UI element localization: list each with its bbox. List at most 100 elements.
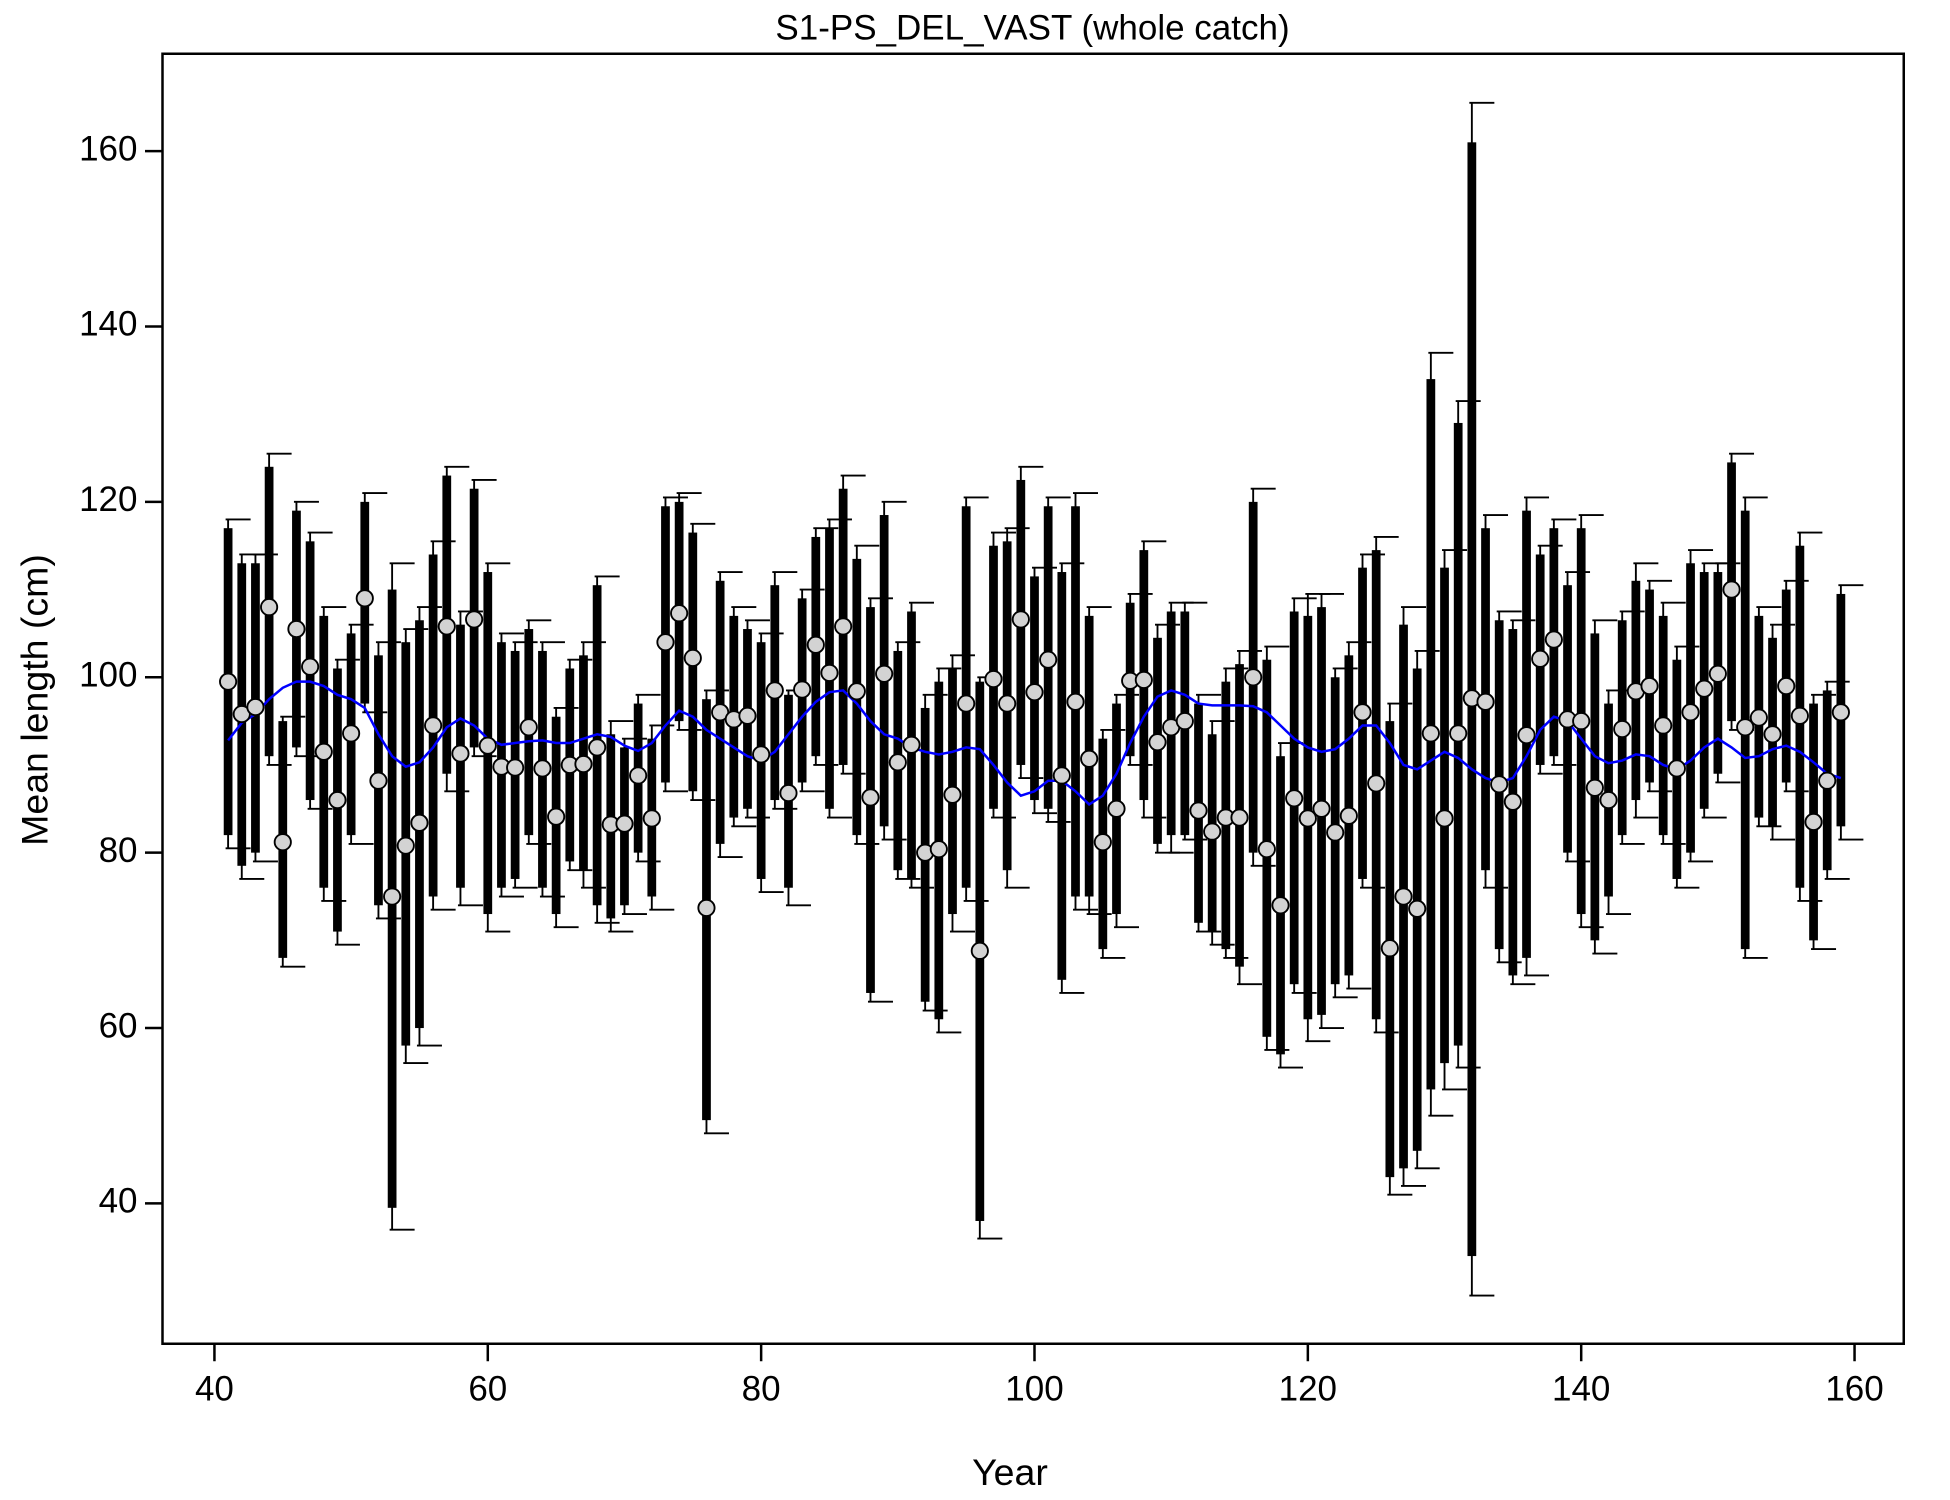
x-tick-label: 80 <box>742 1370 781 1409</box>
mean-point <box>1585 778 1604 797</box>
mean-point <box>752 745 771 764</box>
mean-point <box>383 887 402 906</box>
mean-point <box>670 604 689 623</box>
mean-point <box>943 785 962 804</box>
mean-point <box>328 790 347 810</box>
mean-point <box>1640 676 1659 696</box>
mean-point <box>1517 726 1536 745</box>
mean-point <box>1339 806 1358 825</box>
mean-point <box>656 633 675 652</box>
mean-point <box>806 635 825 654</box>
mean-point <box>1613 719 1632 739</box>
mean-point <box>1257 840 1276 859</box>
mean-point <box>1818 771 1837 790</box>
mean-point <box>437 617 456 636</box>
y-tick-label: 80 <box>99 831 138 870</box>
mean-point <box>1080 749 1099 768</box>
mean-point <box>1408 899 1427 918</box>
y-tick-label: 40 <box>99 1182 138 1221</box>
mean-point <box>1667 759 1686 778</box>
x-tick-label: 140 <box>1552 1370 1610 1409</box>
mean-point <box>547 807 566 826</box>
mean-point <box>588 738 607 757</box>
x-tick-label: 100 <box>1005 1370 1063 1409</box>
mean-point <box>998 694 1017 713</box>
mean-point <box>260 598 279 617</box>
mean-point <box>902 735 921 754</box>
mean-point <box>1011 610 1030 629</box>
mean-point <box>478 736 497 755</box>
mean-point <box>1353 703 1372 722</box>
mean-point <box>519 718 538 737</box>
mean-point <box>1531 649 1550 668</box>
mean-point <box>888 753 907 772</box>
y-tick-label: 100 <box>79 656 137 695</box>
mean-point <box>834 617 853 636</box>
chart-title: S1-PS_DEL_VAST (whole catch) <box>775 8 1289 47</box>
x-tick-label: 160 <box>1825 1370 1883 1409</box>
mean-point <box>1244 668 1263 687</box>
mean-point <box>1203 822 1222 841</box>
mean-point <box>1503 792 1522 811</box>
mean-point <box>465 610 484 629</box>
mean-point <box>1380 939 1399 958</box>
mean-point <box>1804 812 1823 832</box>
mean-point <box>396 836 415 855</box>
mean-point <box>1285 789 1304 808</box>
mean-point <box>219 672 238 691</box>
mean-point <box>615 814 634 833</box>
mean-point <box>451 744 470 763</box>
y-tick-label: 120 <box>79 480 137 519</box>
mean-point <box>246 698 265 717</box>
mean-point <box>1093 833 1112 852</box>
x-tick-label: 60 <box>468 1370 507 1409</box>
mean-point <box>1025 683 1044 702</box>
mean-point <box>1298 809 1317 828</box>
mean-point <box>1572 712 1591 731</box>
mean-point <box>697 898 716 917</box>
mean-point <box>1654 716 1673 735</box>
mean-point <box>1230 808 1249 827</box>
mean-point <box>1599 790 1618 810</box>
mean-point <box>1449 724 1468 743</box>
mean-point <box>683 648 702 668</box>
mean-point <box>1476 692 1495 711</box>
mean-point <box>1421 724 1440 743</box>
mean-point <box>287 619 306 639</box>
mean-point <box>1681 703 1700 722</box>
mean-point <box>1708 664 1727 683</box>
mean-point <box>1312 799 1331 818</box>
mean-point <box>1367 774 1386 793</box>
y-axis-title: Mean length (cm) <box>13 554 55 846</box>
mean-point <box>424 716 443 735</box>
mean-point <box>1749 708 1768 727</box>
mean-point <box>314 742 333 761</box>
mean-point <box>1695 679 1714 698</box>
mean-point <box>984 669 1003 689</box>
mean-point <box>1148 733 1167 752</box>
mean-point <box>1066 692 1085 711</box>
mean-point <box>820 663 839 682</box>
mean-point <box>875 664 894 683</box>
mean-point <box>355 589 374 608</box>
x-axis-title: Year <box>972 1451 1048 1493</box>
mean-point <box>738 706 757 725</box>
y-tick-label: 60 <box>99 1006 138 1045</box>
mean-point <box>369 771 388 790</box>
mean-point <box>301 657 320 676</box>
y-tick-label: 140 <box>79 305 137 344</box>
mean-point <box>1394 887 1413 906</box>
x-tick-label: 120 <box>1279 1370 1337 1409</box>
mean-point <box>793 680 812 699</box>
mean-point <box>1189 801 1208 820</box>
mean-point <box>629 766 648 785</box>
mean-point <box>273 833 292 852</box>
mean-point <box>929 840 948 859</box>
mean-point <box>1052 766 1071 785</box>
mean-point <box>1544 630 1563 649</box>
plot-frame <box>161 52 1905 1345</box>
mean-point <box>1490 775 1509 794</box>
mean-point <box>861 788 880 807</box>
y-tick-label: 160 <box>79 129 137 168</box>
